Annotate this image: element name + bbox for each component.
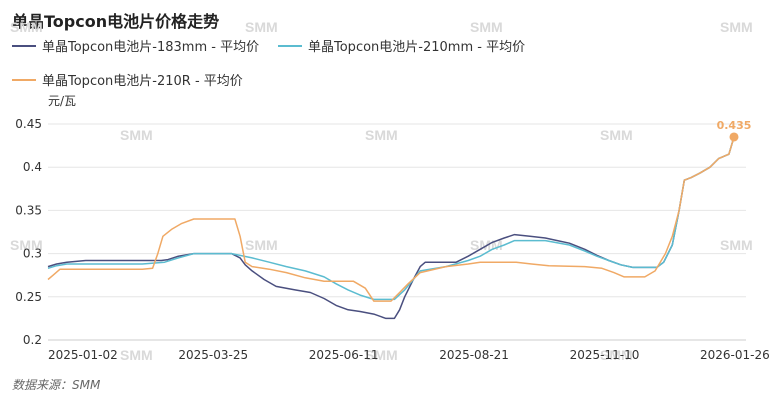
y-tick-label-4: 0.4 xyxy=(23,160,42,174)
legend-item-210r[interactable]: 单晶Topcon电池片-210R - 平均价 xyxy=(12,70,243,89)
y-tick-label-3: 0.35 xyxy=(15,203,42,217)
x-tick-label-0: 2025-01-02 xyxy=(48,348,118,362)
watermark-13: SMM xyxy=(600,347,633,363)
end-point-label: 0.435 xyxy=(717,119,752,132)
watermark-5: SMM xyxy=(365,127,398,143)
x-tick-label-3: 2025-08-21 xyxy=(439,348,509,362)
legend-label-210r: 单晶Topcon电池片-210R - 平均价 xyxy=(42,74,243,89)
legend-label-210mm: 单晶Topcon电池片-210mm - 平均价 xyxy=(308,40,526,55)
y-tick-label-1: 0.25 xyxy=(15,290,42,304)
x-tick-label-2: 2025-06-11 xyxy=(309,348,379,362)
y-tick-label-5: 0.45 xyxy=(15,117,42,131)
watermark-10: SMM xyxy=(720,237,753,253)
end-marker: 0.435 xyxy=(717,119,752,142)
x-axis-ticks: 2025-01-02 2025-03-25 2025-06-11 2025-08-21… xyxy=(48,348,770,362)
series-line-2 xyxy=(47,136,735,302)
x-tick-label-5: 2026-01-26 xyxy=(700,348,770,362)
watermark-4: SMM xyxy=(120,127,153,143)
legend-swatch-210r xyxy=(12,78,36,81)
watermark-6: SMM xyxy=(600,127,633,143)
series-line-1 xyxy=(47,136,735,301)
watermark-0: SMM xyxy=(10,19,43,35)
end-point-dot xyxy=(729,132,739,142)
x-tick-label-1: 2025-03-25 xyxy=(178,348,248,362)
watermark-2: SMM xyxy=(470,19,503,35)
legend-item-210mm[interactable]: 单晶Topcon电池片-210mm - 平均价 xyxy=(278,36,525,55)
watermark-8: SMM xyxy=(245,237,278,253)
grid-lines xyxy=(48,123,746,341)
legend-swatch-183mm xyxy=(12,44,36,47)
watermark-7: SMM xyxy=(10,237,43,253)
watermark-11: SMM xyxy=(120,347,153,363)
y-axis-unit: 元/瓦 xyxy=(48,94,76,108)
watermark-1: SMM xyxy=(245,19,278,35)
y-axis-ticks: 0.2 0.25 0.3 0.35 0.4 0.45 xyxy=(15,117,42,347)
legend-label-183mm: 单晶Topcon电池片-183mm - 平均价 xyxy=(42,40,260,55)
legend-item-183mm[interactable]: 单晶Topcon电池片-183mm - 平均价 xyxy=(12,36,259,55)
legend-swatch-210mm xyxy=(278,44,302,47)
data-source: 数据来源：SMM xyxy=(12,378,101,392)
x-tick-label-4: 2025-11-10 xyxy=(570,348,640,362)
y-tick-label-2: 0.3 xyxy=(23,247,42,261)
watermark-12: SMM xyxy=(365,347,398,363)
y-tick-label-0: 0.2 xyxy=(23,333,42,347)
series-line-0 xyxy=(47,136,735,320)
chart-title: 单晶Topcon电池片价格走势 xyxy=(12,12,220,31)
series-layer xyxy=(47,136,735,320)
watermark-3: SMM xyxy=(720,19,753,35)
